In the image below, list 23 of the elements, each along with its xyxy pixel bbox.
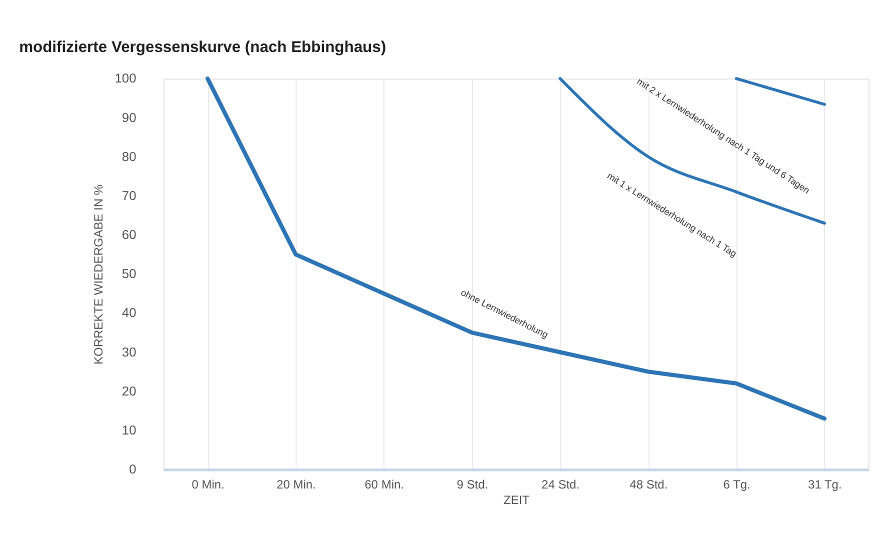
y-tick-label: 40: [122, 305, 136, 320]
x-tick-label: 20 Min.: [276, 477, 316, 492]
y-axis-title: KORREKTE WIEDERGABE IN %: [92, 184, 106, 364]
x-tick-label: 48 Std.: [630, 477, 668, 492]
y-tick-label: 20: [122, 383, 136, 398]
y-tick-label: 100: [114, 70, 136, 86]
chart-title: modifizierte Vergessenskurve (nach Ebbinghaus): [19, 38, 386, 56]
x-tick-label: 24 Std.: [542, 477, 580, 492]
x-tick-label: 60 Min.: [364, 477, 404, 492]
x-tick-label: 0 Min.: [192, 477, 224, 492]
line-series: [206, 76, 827, 421]
y-tick-label: 30: [122, 344, 136, 360]
x-tick-label: 9 Std.: [456, 477, 488, 492]
x-axis-title: ZEIT: [503, 493, 530, 508]
y-tick-label: 90: [122, 110, 136, 125]
y-tick-label: 10: [122, 422, 136, 438]
y-tick-label: 60: [122, 227, 136, 242]
y-tick-label: 80: [122, 148, 136, 164]
y-tick-label: 50: [122, 266, 136, 282]
y-tick-label: 70: [122, 188, 136, 203]
x-tick-label: 6 Tg.: [723, 477, 750, 492]
x-tick-label: 31 Tg.: [808, 477, 842, 492]
y-tick-label: 0: [129, 462, 136, 477]
